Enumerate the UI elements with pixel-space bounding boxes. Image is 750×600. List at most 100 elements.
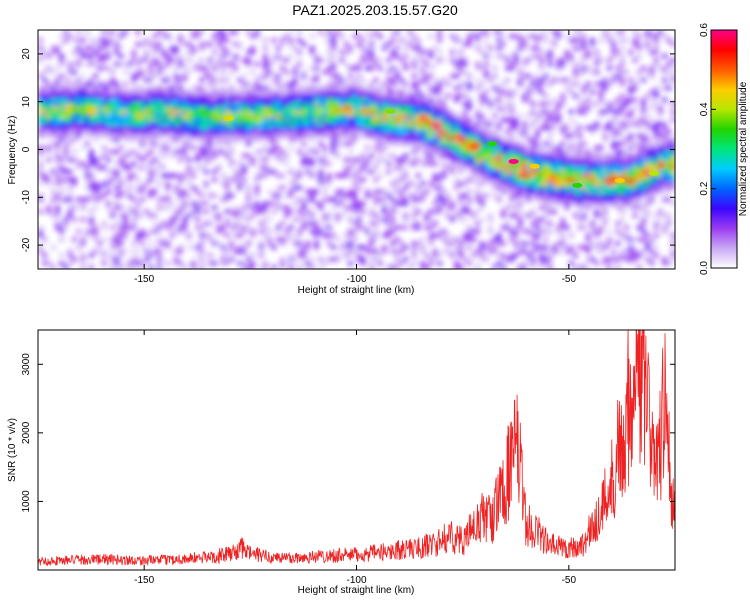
heatmap-cell [288,125,294,131]
heatmap-cell [649,89,655,95]
heatmap-cell [560,153,566,159]
heatmap-cell [398,261,404,266]
heatmap-cell [377,109,383,115]
heatmap-cell [369,93,375,99]
heatmap-cell [182,225,188,230]
heatmap-cell [577,97,583,103]
heatmap-cell [93,109,99,115]
heatmap-cell [505,165,510,171]
heatmap-cell [309,221,315,226]
heatmap-cell [530,101,536,107]
heatmap-cell [658,121,663,127]
heatmap-cell [195,209,200,214]
heatmap-cell [105,129,111,135]
heatmap-cell [619,253,625,258]
heatmap-cell [173,261,179,266]
heatmap-cell [50,69,56,75]
heatmap-cell [564,165,570,171]
heatmap-cell [432,201,438,206]
heatmap-cell [649,145,655,151]
heatmap-cell [148,169,154,174]
heatmap-cell [454,65,460,71]
heatmap-cell [530,109,536,115]
heatmap-cell [331,53,336,59]
heatmap-cell [59,129,65,135]
heatmap-cell [67,97,73,103]
heatmap-cell [624,69,629,75]
heatmap-cell [199,241,205,246]
heatmap-cell [526,145,532,151]
heatmap-cell [488,157,493,163]
heatmap-cell [335,77,341,83]
heatmap-cell [602,125,608,131]
heatmap-cell [602,209,608,214]
heatmap-cell [275,201,281,206]
heatmap-cell [556,161,561,167]
heatmap-cell [551,169,557,174]
heatmap-cell [343,241,349,246]
heatmap-cell [331,245,336,250]
heatmap-cell [207,113,213,119]
heatmap-cell [127,193,133,198]
heatmap-cell [59,85,65,91]
heatmap-cell [97,193,103,198]
heatmap-cell [539,109,544,115]
heatmap-cell [288,133,294,139]
heatmap-cell [80,105,86,111]
heatmap-cell [649,193,655,198]
heatmap-cell [275,189,281,194]
heatmap-cell [381,113,387,119]
heatmap-cell [220,109,226,115]
heatmap-cell [483,257,489,262]
heatmap-cell [394,101,400,107]
heatmap-cell [632,181,638,186]
y-tick-label: -10 [21,190,32,205]
heatmap-cell [564,33,570,39]
heatmap-cell [110,129,116,135]
heatmap-cell [585,125,591,131]
heatmap-cell [449,109,455,115]
heatmap-cell [658,161,663,167]
heatmap-cell [305,189,311,194]
heatmap-cell [547,253,553,258]
heatmap-cell [212,101,217,107]
heatmap-cell [373,129,379,135]
heatmap-cell [169,45,175,51]
heatmap-cell [615,30,621,35]
heatmap-cell [403,121,409,127]
heatmap-cell [101,261,107,266]
heatmap-cell [568,57,574,63]
heatmap-cell [339,93,345,99]
heatmap-cell [432,45,438,51]
heatmap-cell [165,193,171,198]
heatmap-cell [462,193,468,198]
heatmap-cell [229,157,234,163]
heatmap-cell [67,77,73,83]
heatmap-cell [585,245,591,250]
heatmap-cell [369,65,375,71]
heatmap-cell [619,217,625,222]
heatmap-cell [263,173,268,178]
heatmap-cell [424,121,430,127]
heatmap-cell [186,125,192,131]
heatmap-cell [76,121,82,127]
heatmap-cell [534,113,540,119]
heatmap-cell [458,245,464,250]
heatmap-cell [411,245,417,250]
heatmap-cell [186,157,192,163]
heatmap-cell [398,133,404,139]
heatmap-cell [645,45,651,51]
heatmap-cell [547,101,553,107]
heatmap-cell [203,153,209,159]
heatmap-cell [466,97,472,103]
heatmap-cell [594,121,600,127]
heatmap-cell [178,133,183,139]
heatmap-cell [131,241,137,246]
heatmap-cell [267,125,273,131]
heatmap-cell [424,101,430,107]
heatmap-cell [258,93,264,99]
heatmap-cell [67,89,73,95]
heatmap-cell [415,241,421,246]
heatmap-cell [42,53,48,59]
heatmap-cell [110,89,116,95]
